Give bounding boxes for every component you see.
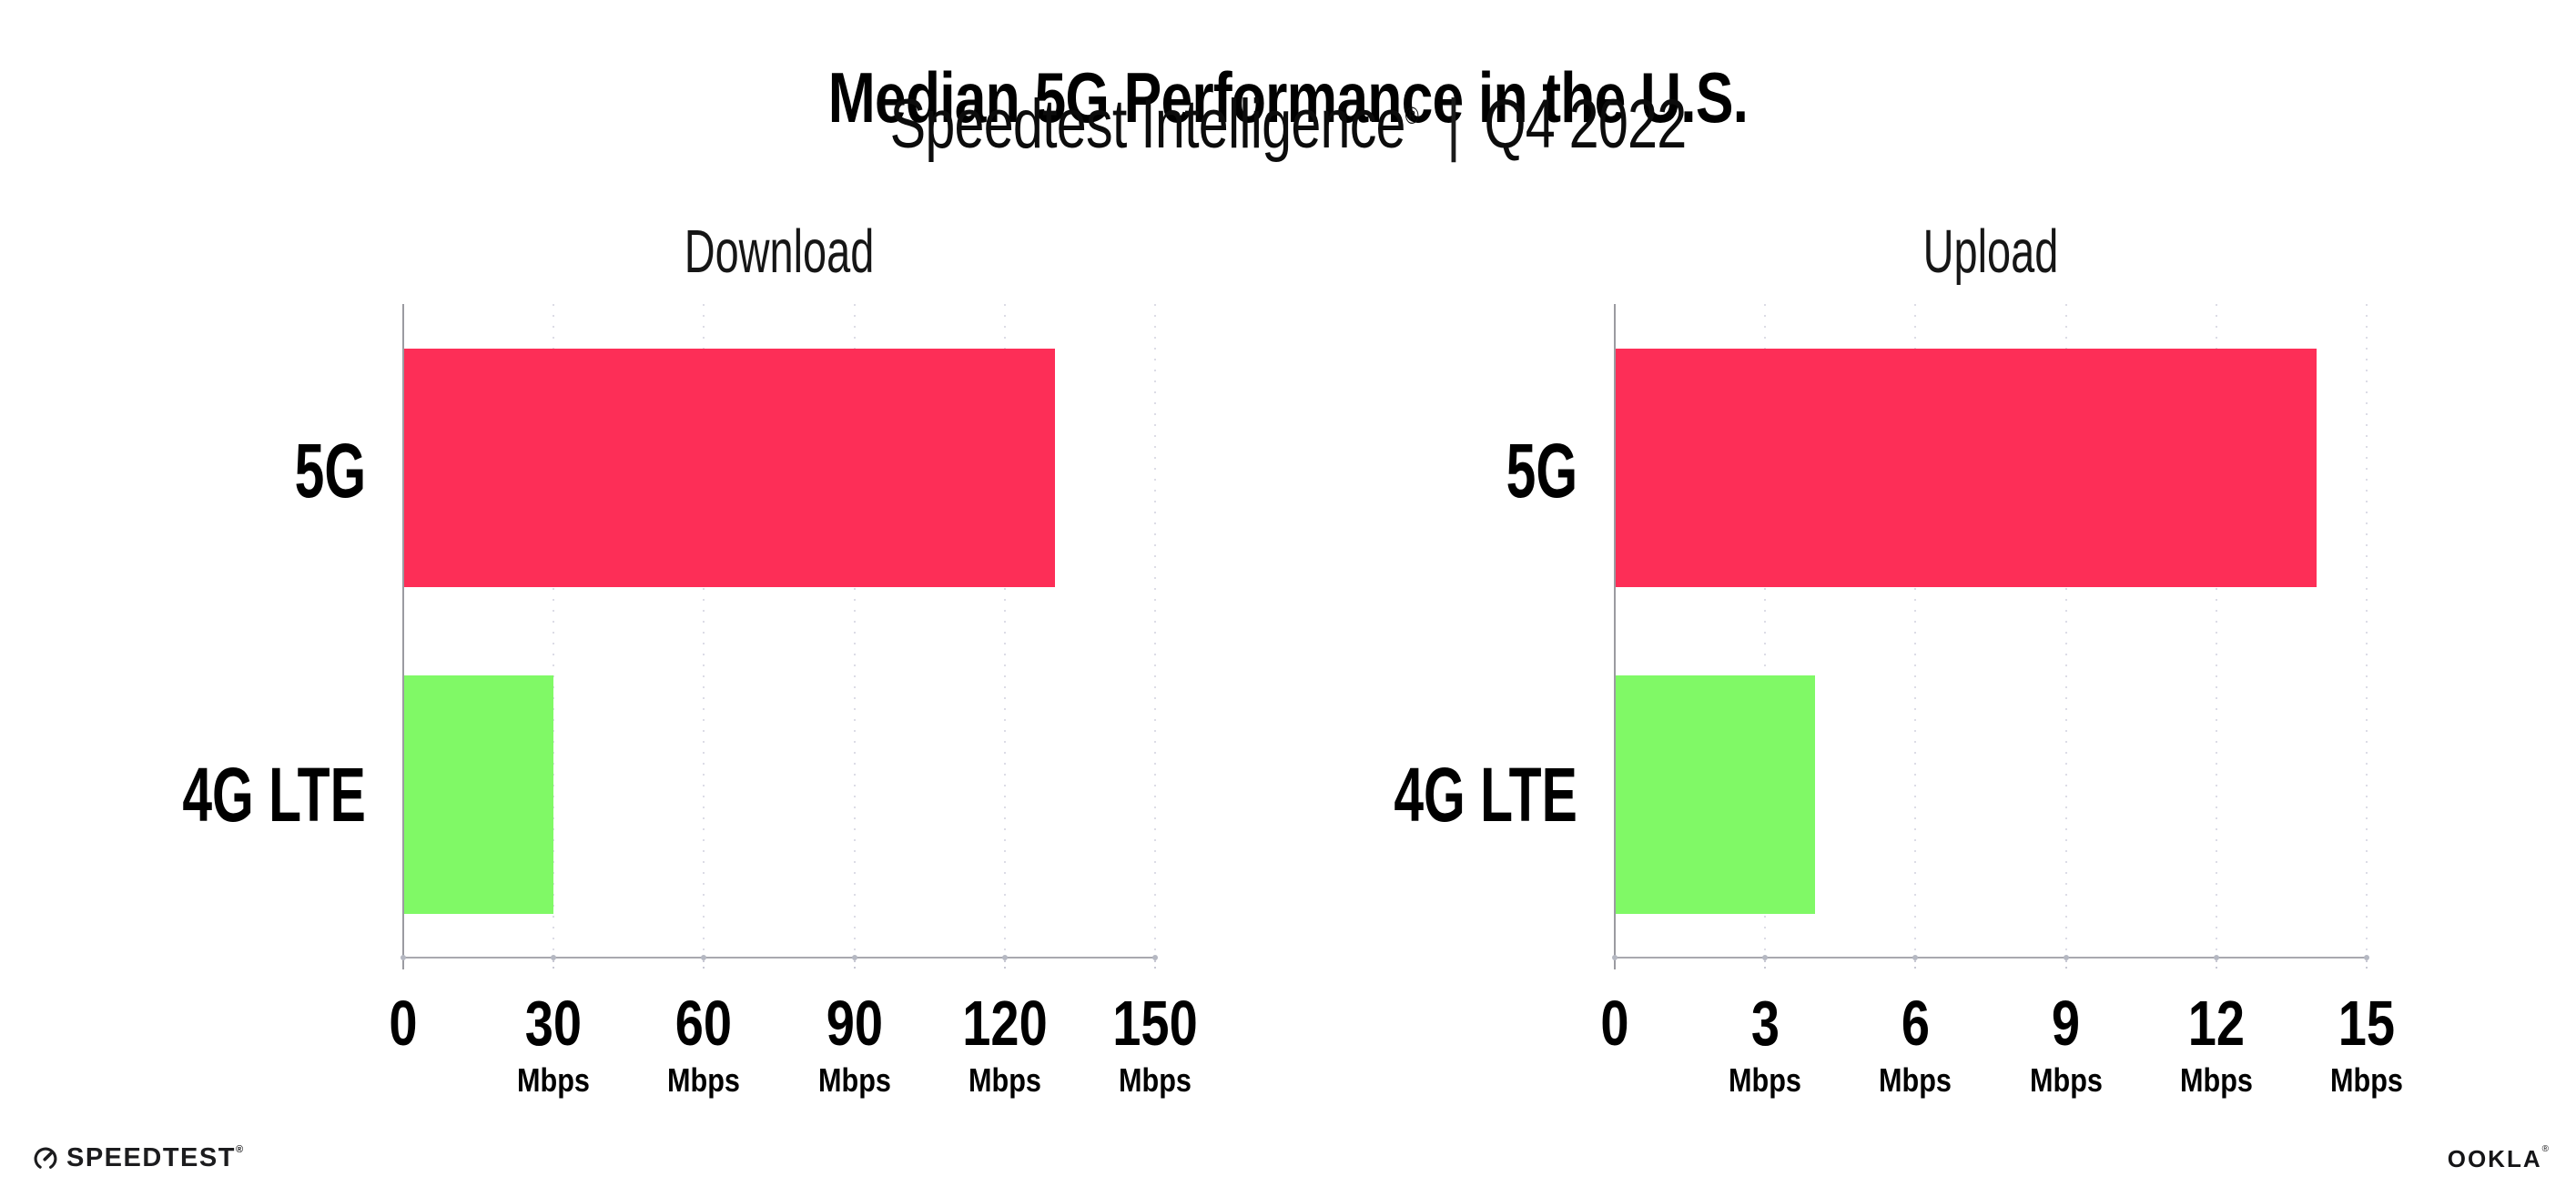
subtitle-product: Speedtest Intelligence [889,86,1406,163]
gridline-3 [1764,304,1767,959]
tick-dot-150 [1152,955,1158,960]
bar-4g-lte [403,675,554,914]
page-title: Median 5G Performance in the U.S. [827,57,1749,138]
tick-mark-90 [853,960,856,971]
x-tick-unit: Mbps [2029,1061,2103,1099]
tick-dot-3 [1762,955,1769,960]
tick-dot-6 [1912,955,1919,960]
x-tick-unit: Mbps [517,1061,591,1099]
gridline-12 [2215,304,2217,959]
gridline-120 [1003,304,1006,959]
x-tick-label-6: 6 Mbps [1872,991,1958,1097]
x-tick-unit: Mbps [2179,1061,2253,1099]
tick-dot-30 [551,955,557,960]
x-tick-label-12: 12 Mbps [2174,991,2259,1097]
x-tick-label-60: 60 Mbps [661,991,746,1097]
tick-dot-12 [2213,955,2219,960]
ookla-trademark: ® [2541,1144,2549,1154]
row-label-5g: 5G [294,428,366,513]
x-tick-number: 90 [826,988,883,1059]
x-tick-number: 30 [525,988,583,1059]
speedtest-gauge-icon [34,1147,57,1170]
gridline-30 [553,304,555,959]
tick-dot-60 [701,955,707,960]
ookla-wordmark: OOKLA [2447,1145,2542,1172]
tick-dot-15 [2364,955,2369,960]
y-axis-line [402,304,404,969]
x-tick-number: 15 [2338,988,2396,1059]
tick-mark-15 [2366,960,2368,971]
gridline-6 [1914,304,1917,959]
x-tick-number: 9 [2052,988,2081,1059]
speedtest-trademark: ® [235,1144,245,1155]
gridline-150 [1154,304,1156,959]
gridline-90 [853,304,856,959]
subtitle-period: Q4 2022 [1484,86,1687,163]
x-tick-number: 120 [962,988,1048,1059]
gridline-60 [703,304,705,959]
x-tick-number: 3 [1750,988,1780,1059]
tick-dot-9 [2063,955,2069,960]
x-tick-label-3: 3 Mbps [1722,991,1808,1097]
x-tick-label-90: 90 Mbps [812,991,898,1097]
x-tick-number: 60 [675,988,733,1059]
tick-dot-120 [1001,955,1008,960]
chart-upload: Upload 0 3 Mbps 6 Mbps 9 Mbps 12 Mbps 15 Mbps 5G 4G L… [1394,221,2403,1097]
row-label-4g-lte: 4G LTE [1394,752,1577,837]
x-tick-label-30: 30 Mbps [511,991,596,1097]
ookla-logo: OOKLA ® [2447,1144,2549,1172]
tick-mark-12 [2215,960,2217,971]
x-axis-line [403,957,1155,959]
x-tick-unit: Mbps [1119,1061,1192,1099]
x-tick-number: 150 [1112,988,1198,1059]
chart-download: Download 0 30 Mbps 60 Mbps 90 Mbps 120 Mbps 150 Mbp… [183,221,1198,1097]
x-tick-label-0: 0 [386,991,421,1055]
x-tick-label-0: 0 [1597,991,1633,1055]
x-tick-label-120: 120 Mbps [951,991,1058,1097]
x-axis-line [1615,957,2367,959]
speedtest-wordmark: SPEEDTEST® [66,1143,245,1172]
tick-dot-0 [401,955,406,960]
page-subtitle: Speedtest Intelligence® | Q4 2022 [890,90,1688,159]
x-tick-unit: Mbps [817,1061,891,1099]
bar-4g-lte [1615,675,1816,914]
speedtest-logo: SPEEDTEST® [33,1145,245,1172]
tick-mark-150 [1154,960,1156,971]
y-axis-line [1614,304,1616,969]
x-tick-unit: Mbps [1729,1061,1802,1099]
gridline-9 [2064,304,2067,959]
x-tick-label-9: 9 Mbps [2023,991,2109,1097]
x-tick-number: 0 [389,988,418,1059]
x-tick-number: 0 [1600,988,1629,1059]
x-tick-unit: Mbps [1879,1061,1952,1099]
tick-dot-90 [851,955,857,960]
x-tick-unit: Mbps [2330,1061,2403,1099]
registered-mark: ® [1405,101,1419,129]
x-tick-label-15: 15 Mbps [2324,991,2409,1097]
tick-mark-60 [703,960,705,971]
bar-5g [1615,349,2317,587]
x-tick-unit: Mbps [667,1061,741,1099]
x-tick-label-150: 150 Mbps [1102,991,1209,1097]
row-label-5g: 5G [1506,428,1577,513]
chart-title: Download [684,218,875,286]
tick-mark-30 [553,960,555,971]
row-label-4g-lte: 4G LTE [182,752,366,837]
tick-mark-3 [1764,960,1767,971]
tick-dot-0 [1612,955,1618,960]
x-tick-unit: Mbps [968,1061,1041,1099]
tick-mark-6 [1914,960,1917,971]
subtitle-separator: | [1446,86,1460,163]
chart-title: Upload [1922,218,2059,286]
tick-mark-120 [1003,960,1006,971]
gridline-15 [2366,304,2368,959]
bar-5g [403,349,1055,587]
tick-mark-9 [2064,960,2067,971]
x-tick-number: 6 [1901,988,1930,1059]
x-tick-number: 12 [2187,988,2245,1059]
